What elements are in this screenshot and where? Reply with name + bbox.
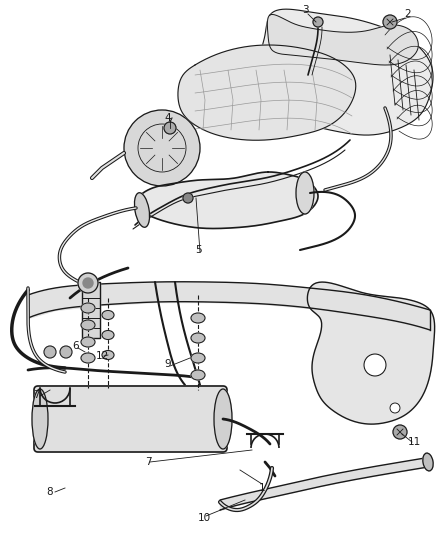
Circle shape bbox=[393, 425, 407, 439]
Circle shape bbox=[83, 278, 93, 288]
Ellipse shape bbox=[44, 346, 56, 358]
Polygon shape bbox=[138, 172, 318, 229]
Circle shape bbox=[78, 273, 98, 293]
Text: 1: 1 bbox=[259, 483, 265, 493]
Circle shape bbox=[390, 403, 400, 413]
Ellipse shape bbox=[191, 353, 205, 363]
Ellipse shape bbox=[191, 333, 205, 343]
Text: 7: 7 bbox=[33, 390, 39, 400]
Ellipse shape bbox=[214, 389, 232, 449]
Ellipse shape bbox=[102, 330, 114, 340]
Circle shape bbox=[164, 122, 176, 134]
Text: 7: 7 bbox=[145, 457, 151, 467]
Ellipse shape bbox=[102, 351, 114, 359]
Ellipse shape bbox=[191, 370, 205, 380]
Ellipse shape bbox=[296, 172, 314, 214]
Circle shape bbox=[383, 15, 397, 29]
Text: 9: 9 bbox=[165, 359, 171, 369]
Ellipse shape bbox=[423, 453, 433, 471]
Polygon shape bbox=[267, 14, 418, 65]
Ellipse shape bbox=[191, 313, 205, 323]
Polygon shape bbox=[82, 282, 100, 338]
Ellipse shape bbox=[81, 303, 95, 313]
Ellipse shape bbox=[134, 193, 149, 227]
Ellipse shape bbox=[81, 337, 95, 347]
Text: 5: 5 bbox=[194, 245, 201, 255]
Polygon shape bbox=[259, 9, 433, 135]
Text: 11: 11 bbox=[407, 437, 420, 447]
Ellipse shape bbox=[32, 389, 48, 449]
Circle shape bbox=[183, 193, 193, 203]
FancyBboxPatch shape bbox=[34, 386, 227, 452]
Ellipse shape bbox=[102, 311, 114, 319]
Circle shape bbox=[313, 17, 323, 27]
Text: 10: 10 bbox=[198, 513, 211, 523]
Text: 8: 8 bbox=[47, 487, 53, 497]
Polygon shape bbox=[307, 282, 434, 424]
Text: 12: 12 bbox=[95, 351, 109, 361]
Text: 2: 2 bbox=[405, 9, 411, 19]
Ellipse shape bbox=[60, 346, 72, 358]
Text: 3: 3 bbox=[302, 5, 308, 15]
Ellipse shape bbox=[81, 353, 95, 363]
Polygon shape bbox=[178, 45, 356, 140]
Ellipse shape bbox=[364, 354, 386, 376]
Circle shape bbox=[124, 110, 200, 186]
Text: 6: 6 bbox=[73, 341, 79, 351]
Text: 4: 4 bbox=[165, 113, 171, 123]
Ellipse shape bbox=[81, 320, 95, 330]
